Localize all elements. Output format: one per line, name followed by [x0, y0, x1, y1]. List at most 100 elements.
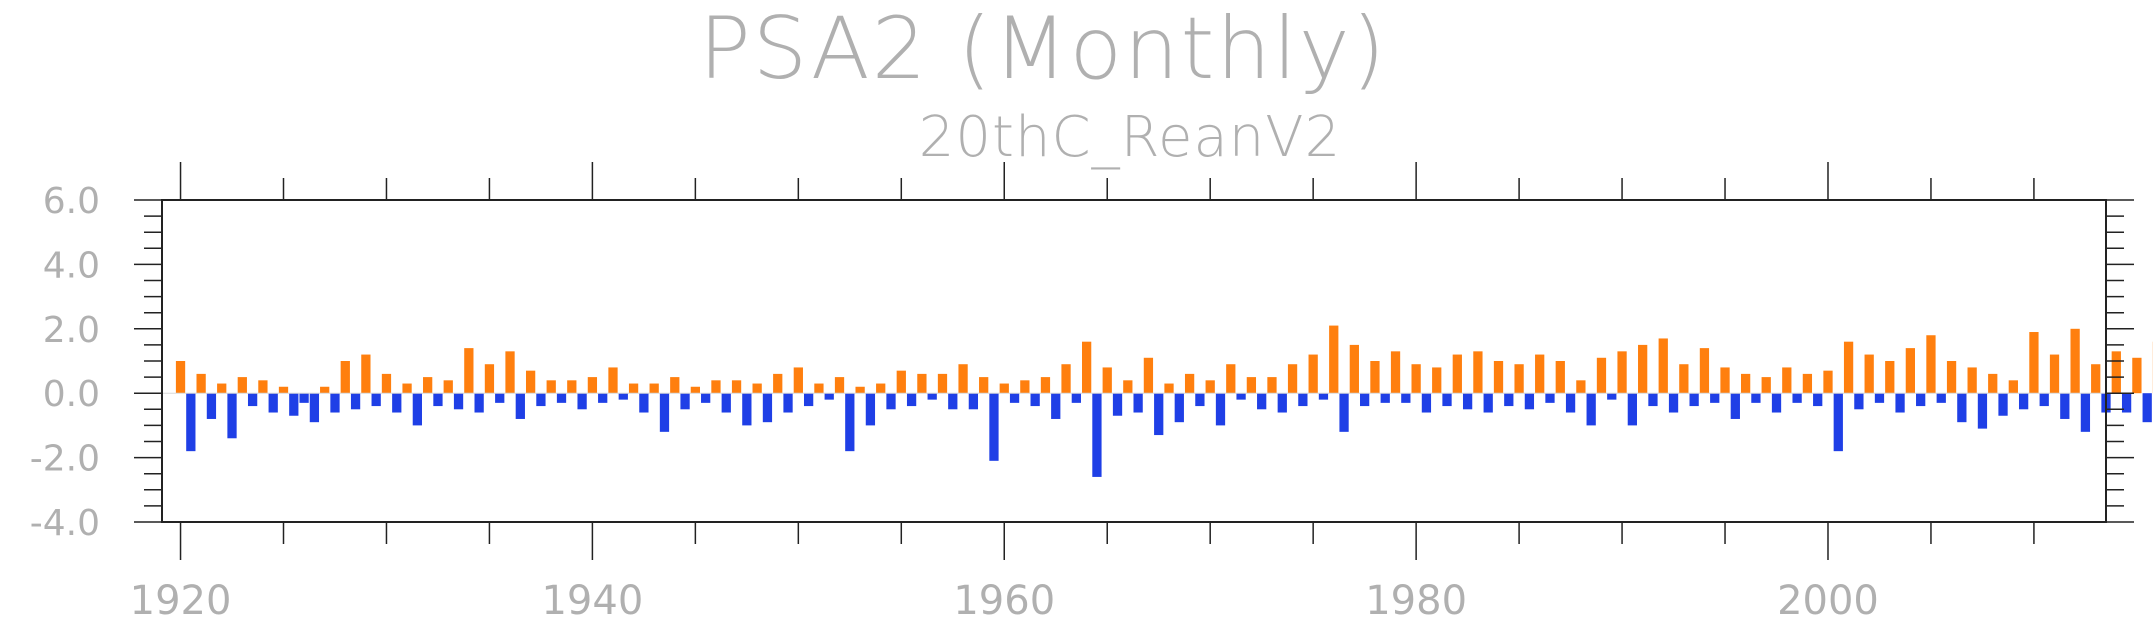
data-bar [1267, 377, 1276, 393]
data-bar [773, 374, 782, 393]
x-tick-label: 2000 [1777, 578, 1879, 624]
data-bar [1885, 361, 1894, 393]
data-bar [1535, 355, 1544, 394]
data-bar [845, 393, 854, 451]
data-bar [1123, 380, 1132, 393]
data-bar [1329, 326, 1338, 394]
data-bar [516, 393, 525, 419]
data-bar [1144, 358, 1153, 393]
data-bar [701, 393, 710, 403]
data-bar [794, 367, 803, 393]
data-bar [804, 393, 813, 406]
data-bar [1061, 364, 1070, 393]
data-bar [1751, 393, 1760, 403]
data-bar [1339, 393, 1348, 432]
data-bar [1875, 393, 1884, 403]
data-bar [1051, 393, 1060, 419]
data-bar [2112, 351, 2121, 393]
data-bar [989, 393, 998, 461]
data-bar [1154, 393, 1163, 435]
data-bar [1720, 367, 1729, 393]
data-bar [1576, 380, 1585, 393]
data-bar [1731, 393, 1740, 419]
y-tick-label: 6.0 [43, 181, 100, 222]
data-bar [1998, 393, 2007, 416]
data-bar [825, 393, 834, 399]
data-bar [207, 393, 216, 419]
data-bar [505, 351, 514, 393]
data-bar [1000, 384, 1009, 394]
data-bar [557, 393, 566, 403]
data-bar [351, 393, 360, 409]
data-bar [227, 393, 236, 438]
data-bar [248, 393, 257, 406]
data-bar [928, 393, 937, 399]
data-bar [680, 393, 689, 409]
data-bar [310, 393, 319, 422]
x-tick-label: 1960 [953, 578, 1055, 624]
data-bar [958, 364, 967, 393]
data-bar [299, 393, 308, 403]
data-bar [670, 377, 679, 393]
data-bar [372, 393, 381, 406]
data-bar [1566, 393, 1575, 412]
data-bar [402, 384, 411, 394]
data-bar [1473, 351, 1482, 393]
data-bar [433, 393, 442, 406]
data-bar [1823, 371, 1832, 394]
data-bar [1309, 355, 1318, 394]
data-bar [1607, 393, 1616, 399]
data-bar [1031, 393, 1040, 406]
data-bar [2040, 393, 2049, 406]
data-bar [1411, 364, 1420, 393]
data-bar [783, 393, 792, 412]
data-bar [660, 393, 669, 432]
data-bar [639, 393, 648, 412]
data-bar [1288, 364, 1297, 393]
data-bar [722, 393, 731, 412]
y-tick-label: 2.0 [43, 310, 100, 351]
data-bar [1319, 393, 1328, 399]
data-bar [598, 393, 607, 403]
data-bar [1514, 364, 1523, 393]
data-bar [2081, 393, 2090, 432]
data-bar [238, 377, 247, 393]
data-bar [1494, 361, 1503, 393]
data-bar [269, 393, 278, 412]
data-bar [1906, 348, 1915, 393]
data-bar [1926, 335, 1935, 393]
data-bar [258, 380, 267, 393]
data-bar [2143, 393, 2152, 422]
y-tick-label: -4.0 [30, 503, 100, 544]
data-bar [1813, 393, 1822, 406]
data-bar [2019, 393, 2028, 409]
data-bar [1298, 393, 1307, 406]
data-bar [711, 380, 720, 393]
data-bar [1772, 393, 1781, 412]
data-bar [1525, 393, 1534, 409]
data-bar [608, 367, 617, 393]
data-bar [279, 387, 288, 393]
data-bar [1957, 393, 1966, 422]
data-bar [186, 393, 195, 451]
data-bar [1659, 338, 1668, 393]
data-bar [289, 393, 298, 416]
data-bar [1381, 393, 1390, 403]
data-bar [1442, 393, 1451, 406]
data-bar [1226, 364, 1235, 393]
data-bar [1854, 393, 1863, 409]
data-bar [835, 377, 844, 393]
data-bar [341, 361, 350, 393]
data-bar [1185, 374, 1194, 393]
data-bar [454, 393, 463, 409]
data-bar [907, 393, 916, 406]
data-bar [1690, 393, 1699, 406]
data-bar [1463, 393, 1472, 409]
data-bar [1195, 393, 1204, 406]
data-bar [1710, 393, 1719, 403]
data-bar [1782, 367, 1791, 393]
data-bar [485, 364, 494, 393]
data-bar [732, 380, 741, 393]
y-tick-label: 4.0 [43, 245, 100, 286]
data-bar [979, 377, 988, 393]
